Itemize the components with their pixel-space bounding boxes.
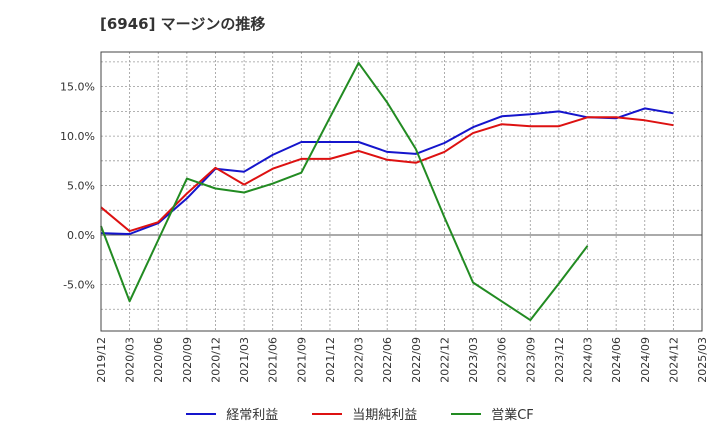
x-tick-label: 2022/06 <box>381 337 394 383</box>
series-line-1 <box>100 116 674 233</box>
y-tick-label: 15.0% <box>60 81 95 94</box>
y-tick-label: -5.0% <box>63 279 95 292</box>
x-tick-label: 2022/09 <box>410 337 423 383</box>
x-tick-label: 2023/09 <box>524 337 537 383</box>
series-line-2 <box>100 61 589 322</box>
legend-label: 当期純利益 <box>352 408 418 423</box>
x-tick-label: 2019/12 <box>95 337 108 383</box>
line-chart: -5.0%0.0%5.0%10.0%15.0% 2019/12 2020/03 20… <box>60 51 709 383</box>
x-tick-label: 2024/03 <box>582 337 595 383</box>
x-tick-label: 2020/09 <box>181 337 194 383</box>
x-tick-label: 2023/03 <box>467 337 480 383</box>
series-lines <box>100 61 674 322</box>
x-tick-label: 2021/03 <box>238 337 251 383</box>
x-tick-label: 2023/12 <box>553 337 566 383</box>
x-tick-label: 2021/12 <box>324 337 337 383</box>
x-tick-label: 2022/12 <box>438 337 451 383</box>
legend-item-ordinary-profit: 経常利益 <box>186 404 278 423</box>
x-tick-label: 2024/06 <box>610 337 623 383</box>
y-tick-label: 5.0% <box>67 180 95 193</box>
legend-item-operating-cf: 営業CF <box>451 404 534 423</box>
x-tick-label: 2020/06 <box>152 337 165 383</box>
x-tick-label: 2023/06 <box>496 337 509 383</box>
x-tick-label: 2025/03 <box>696 337 709 383</box>
legend-item-net-profit: 当期純利益 <box>312 404 417 423</box>
y-axis-tick-labels: -5.0% 0.0% 5.0% 10.0% 15.0% <box>60 81 95 292</box>
y-tick-label: 10.0% <box>60 130 95 143</box>
x-tick-label: 2020/03 <box>124 337 137 383</box>
chart-title: [6946] マージンの推移 <box>100 15 266 33</box>
x-tick-label: 2022/03 <box>353 337 366 383</box>
legend-swatch <box>312 412 343 415</box>
x-tick-label: 2024/12 <box>667 337 680 383</box>
x-tick-label: 2020/12 <box>209 337 222 383</box>
x-tick-label: 2024/09 <box>639 337 652 383</box>
legend-label: 営業CF <box>491 408 534 423</box>
series-line-0 <box>100 107 674 235</box>
x-tick-label: 2021/06 <box>267 337 280 383</box>
legend-label: 経常利益 <box>226 408 279 423</box>
plot-frame <box>100 51 703 332</box>
x-axis-tick-labels: 2019/12 2020/03 2020/06 2020/09 2020/12 2021/… <box>95 337 709 383</box>
y-tick-label: 0.0% <box>67 229 95 242</box>
legend: 経常利益 当期純利益 営業CF <box>0 404 720 423</box>
legend-swatch <box>451 412 482 415</box>
grid-lines <box>100 52 703 331</box>
legend-swatch <box>186 412 217 415</box>
x-tick-label: 2021/09 <box>295 337 308 383</box>
